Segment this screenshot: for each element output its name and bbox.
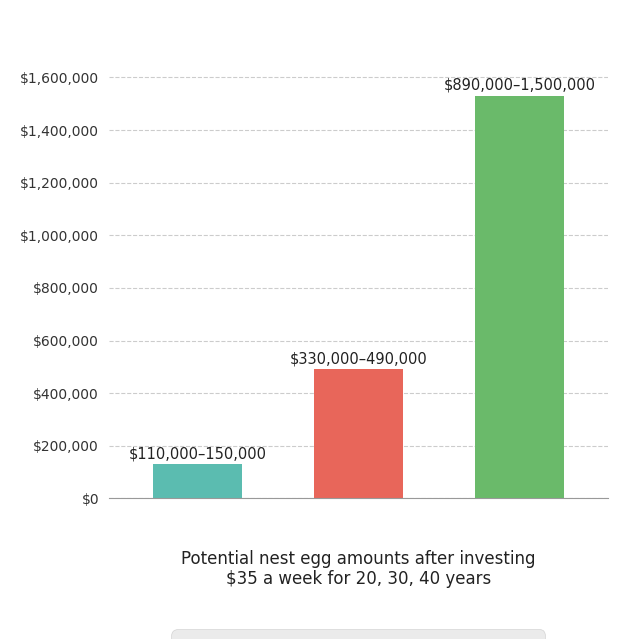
Text: $330,000–490,000: $330,000–490,000 bbox=[289, 351, 428, 366]
Text: $890,000–1,500,000: $890,000–1,500,000 bbox=[444, 78, 595, 93]
Text: $110,000–150,000: $110,000–150,000 bbox=[129, 446, 266, 461]
Bar bbox=[153, 464, 242, 498]
Legend: 20 Years, 30 Years, 40 Years: 20 Years, 30 Years, 40 Years bbox=[178, 636, 539, 639]
Text: Potential nest egg amounts after investing
$35 a week for 20, 30, 40 years: Potential nest egg amounts after investi… bbox=[181, 550, 536, 589]
Bar bbox=[475, 96, 564, 498]
Bar bbox=[314, 369, 403, 498]
